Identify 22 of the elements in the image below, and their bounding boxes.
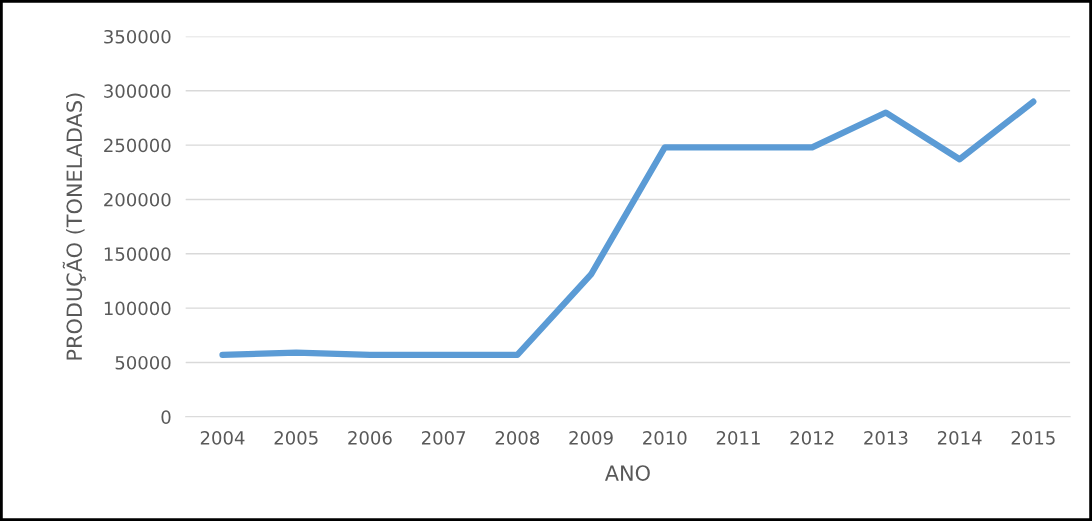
x-tick-label: 2004: [200, 431, 245, 445]
y-tick-label: 150000: [104, 247, 171, 261]
x-tick-label: 2009: [569, 431, 613, 445]
x-tick-label: 2013: [864, 431, 908, 445]
x-tick-label: 2008: [495, 431, 540, 445]
y-tick-label: 100000: [104, 301, 171, 316]
y-tick-label: 50000: [115, 355, 171, 370]
x-tick-label: 2015: [1011, 431, 1055, 445]
x-axis-title: ANO: [604, 465, 650, 481]
y-tick-label: 0: [161, 410, 171, 424]
x-tick-label: 2010: [643, 431, 687, 445]
y-tick-label: 300000: [104, 84, 171, 98]
y-tick-label: 250000: [104, 138, 171, 153]
x-tick-label: 2006: [348, 431, 392, 445]
x-tick-label: 2014: [937, 431, 982, 445]
y-axis-title: PRODUÇÃO (TONELADAS): [62, 93, 86, 360]
y-tick-label: 200000: [104, 192, 171, 207]
x-tick-label: 2005: [274, 431, 318, 445]
x-tick-label: 2007: [421, 431, 466, 445]
x-tick-label: 2011: [716, 431, 760, 445]
x-tick-label: 2012: [790, 431, 834, 445]
y-tick-label: 350000: [104, 29, 171, 44]
